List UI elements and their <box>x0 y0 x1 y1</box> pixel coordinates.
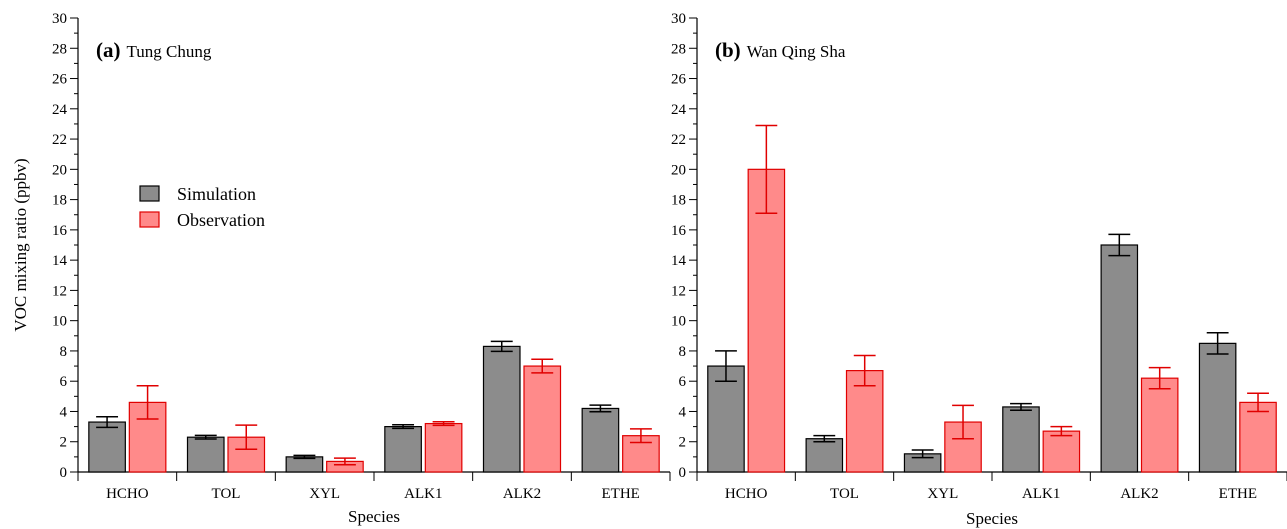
y-tick-label: 30 <box>52 11 67 27</box>
y-tick-label: 14 <box>671 253 687 269</box>
y-axis-label: VOC mixing ratio (ppbv) <box>11 158 30 331</box>
x-tick-label-hcho: HCHO <box>106 486 149 502</box>
y-tick-label: 8 <box>679 344 687 360</box>
y-tick-label: 4 <box>679 404 687 420</box>
y-tick-label: 18 <box>671 193 686 209</box>
y-tick-label: 0 <box>679 465 687 481</box>
legend-label-simulation: Simulation <box>177 184 256 204</box>
observation-bar-alk1 <box>424 422 463 473</box>
simulation-bar-tol <box>805 438 844 473</box>
y-tick-label: 26 <box>671 72 687 88</box>
y-tick-label: 26 <box>52 72 68 88</box>
x-tick-label-alk1: ALK1 <box>1022 486 1060 502</box>
y-tick-label: 18 <box>52 193 67 209</box>
observation-bar-alk1 <box>1042 430 1081 473</box>
panel-name: Wan Qing Sha <box>747 42 846 61</box>
y-tick-label: 2 <box>60 435 68 451</box>
y-tick-label: 24 <box>52 102 68 118</box>
simulation-bar-xyl <box>285 456 324 473</box>
panel-letter: (a) <box>96 38 121 62</box>
y-tick-label: 16 <box>52 223 68 239</box>
y-tick-label: 20 <box>671 162 686 178</box>
simulation-bar-alk1 <box>384 426 422 473</box>
y-tick-label: 8 <box>60 344 68 360</box>
y-tick-label: 12 <box>671 283 686 299</box>
observation-bar-ethe <box>1239 401 1277 473</box>
observation-bar-alk2 <box>1140 377 1179 473</box>
y-tick-label: 28 <box>671 41 686 57</box>
y-tick-label: 6 <box>679 374 687 390</box>
x-tick-label-tol: TOL <box>830 486 859 502</box>
x-axis-label: Species <box>966 509 1018 528</box>
y-tick-label: 0 <box>60 465 68 481</box>
y-tick-label: 24 <box>671 102 687 118</box>
y-tick-label: 10 <box>671 314 686 330</box>
x-tick-label-xyl: XYL <box>309 486 340 502</box>
simulation-bar-ethe <box>581 407 620 473</box>
y-tick-label: 20 <box>52 162 67 178</box>
x-tick-label-xyl: XYL <box>927 486 958 502</box>
x-tick-label-ethe: ETHE <box>602 486 640 502</box>
y-tick-label: 10 <box>52 314 67 330</box>
simulation-bar-hcho <box>88 421 126 473</box>
y-tick-label: 4 <box>60 404 68 420</box>
simulation-bar-tol <box>186 436 225 473</box>
y-tick-label: 16 <box>671 223 687 239</box>
panel-name: Tung Chung <box>127 42 212 61</box>
x-tick-label-hcho: HCHO <box>725 486 768 502</box>
y-tick-label: 28 <box>52 41 67 57</box>
x-tick-label-alk2: ALK2 <box>503 486 541 502</box>
y-tick-label: 12 <box>52 283 67 299</box>
simulation-bar-hcho <box>707 365 745 473</box>
panel-title: (a) Tung Chung <box>96 38 212 62</box>
x-tick-label-alk1: ALK1 <box>404 486 442 502</box>
x-axis-label: Species <box>348 507 400 526</box>
observation-bar-hcho <box>747 168 786 473</box>
legend-label-observation: Observation <box>177 210 265 230</box>
y-tick-label: 30 <box>671 11 686 27</box>
y-tick-label: 14 <box>52 253 68 269</box>
y-tick-label: 22 <box>52 132 67 148</box>
y-tick-label: 6 <box>60 374 68 390</box>
observation-bar-alk2 <box>523 365 562 473</box>
legend: Simulation Observation <box>139 184 265 230</box>
panel-letter: (b) <box>715 38 741 62</box>
y-tick-label: 22 <box>671 132 686 148</box>
y-tick-label: 2 <box>679 435 687 451</box>
x-tick-label-alk2: ALK2 <box>1120 486 1158 502</box>
simulation-bar-ethe <box>1198 342 1237 473</box>
x-tick-label-tol: TOL <box>212 486 241 502</box>
legend-swatch-observation <box>139 211 160 228</box>
simulation-bar-alk2 <box>482 345 521 473</box>
panel-title: (b) Wan Qing Sha <box>715 38 846 62</box>
x-tick-label-ethe: ETHE <box>1219 486 1257 502</box>
simulation-bar-alk1 <box>1002 406 1040 473</box>
simulation-bar-alk2 <box>1100 244 1139 473</box>
legend-swatch-simulation <box>139 185 160 202</box>
